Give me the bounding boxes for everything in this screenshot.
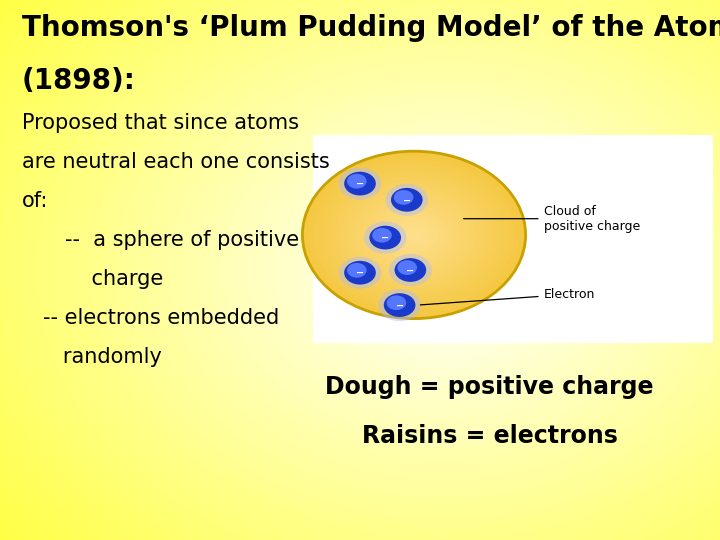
Text: charge: charge: [65, 269, 163, 289]
Ellipse shape: [50, 0, 720, 540]
Circle shape: [338, 256, 382, 289]
Ellipse shape: [209, 92, 684, 448]
Circle shape: [363, 197, 465, 273]
Circle shape: [384, 213, 444, 257]
Ellipse shape: [196, 82, 697, 458]
Circle shape: [369, 201, 459, 269]
Circle shape: [336, 176, 492, 294]
Ellipse shape: [77, 0, 720, 540]
Ellipse shape: [328, 181, 565, 359]
Ellipse shape: [275, 141, 618, 399]
Circle shape: [308, 156, 520, 314]
Ellipse shape: [182, 72, 711, 468]
Ellipse shape: [315, 171, 578, 369]
Circle shape: [344, 261, 376, 285]
Text: (1898):: (1898):: [22, 68, 135, 96]
Circle shape: [319, 164, 509, 306]
Ellipse shape: [90, 3, 720, 537]
Circle shape: [325, 168, 503, 302]
Text: Raisins = electrons: Raisins = electrons: [361, 424, 618, 448]
Ellipse shape: [288, 151, 605, 389]
Circle shape: [344, 172, 376, 195]
Circle shape: [401, 225, 427, 245]
Circle shape: [378, 289, 421, 321]
Text: Proposed that since atoms: Proposed that since atoms: [22, 113, 299, 133]
Ellipse shape: [394, 231, 499, 309]
Ellipse shape: [156, 52, 720, 488]
Text: −: −: [402, 195, 411, 205]
Text: −: −: [381, 233, 390, 243]
Circle shape: [374, 205, 454, 265]
FancyBboxPatch shape: [313, 135, 713, 343]
Text: randomly: randomly: [43, 347, 162, 367]
Circle shape: [396, 221, 432, 248]
Circle shape: [390, 217, 438, 253]
Ellipse shape: [11, 0, 720, 540]
Ellipse shape: [117, 23, 720, 517]
Text: Electron: Electron: [420, 288, 595, 305]
Circle shape: [302, 151, 526, 319]
Circle shape: [369, 226, 401, 249]
Ellipse shape: [407, 240, 486, 300]
Ellipse shape: [63, 0, 720, 540]
Circle shape: [395, 258, 426, 282]
Text: of:: of:: [22, 191, 48, 211]
Ellipse shape: [261, 131, 631, 409]
Circle shape: [387, 295, 406, 310]
Circle shape: [389, 254, 432, 286]
Text: are neutral each one consists: are neutral each one consists: [22, 152, 329, 172]
Text: −: −: [356, 179, 364, 189]
Circle shape: [384, 293, 415, 317]
Circle shape: [313, 159, 515, 310]
Text: Thomson's ‘Plum Pudding Model’ of the Atom: Thomson's ‘Plum Pudding Model’ of the At…: [22, 14, 720, 42]
Text: -- electrons embedded: -- electrons embedded: [43, 308, 279, 328]
Circle shape: [357, 192, 471, 278]
Ellipse shape: [130, 32, 720, 508]
Ellipse shape: [248, 122, 644, 418]
Circle shape: [385, 184, 428, 216]
Ellipse shape: [235, 112, 657, 428]
Circle shape: [372, 228, 392, 242]
Ellipse shape: [341, 191, 552, 349]
Circle shape: [364, 221, 407, 254]
Circle shape: [407, 230, 421, 240]
Circle shape: [347, 263, 366, 278]
Circle shape: [391, 188, 423, 212]
Circle shape: [346, 184, 482, 286]
Ellipse shape: [301, 161, 592, 379]
Text: Dough = positive charge: Dough = positive charge: [325, 375, 654, 399]
Circle shape: [397, 260, 417, 275]
Text: −: −: [406, 266, 415, 275]
Text: Cloud of
positive charge: Cloud of positive charge: [464, 205, 640, 233]
Circle shape: [330, 172, 498, 298]
Text: --  a sphere of positive: -- a sphere of positive: [65, 230, 299, 250]
Circle shape: [341, 180, 487, 290]
Circle shape: [379, 209, 449, 261]
Circle shape: [347, 174, 366, 188]
Ellipse shape: [143, 42, 720, 498]
Ellipse shape: [420, 250, 473, 290]
